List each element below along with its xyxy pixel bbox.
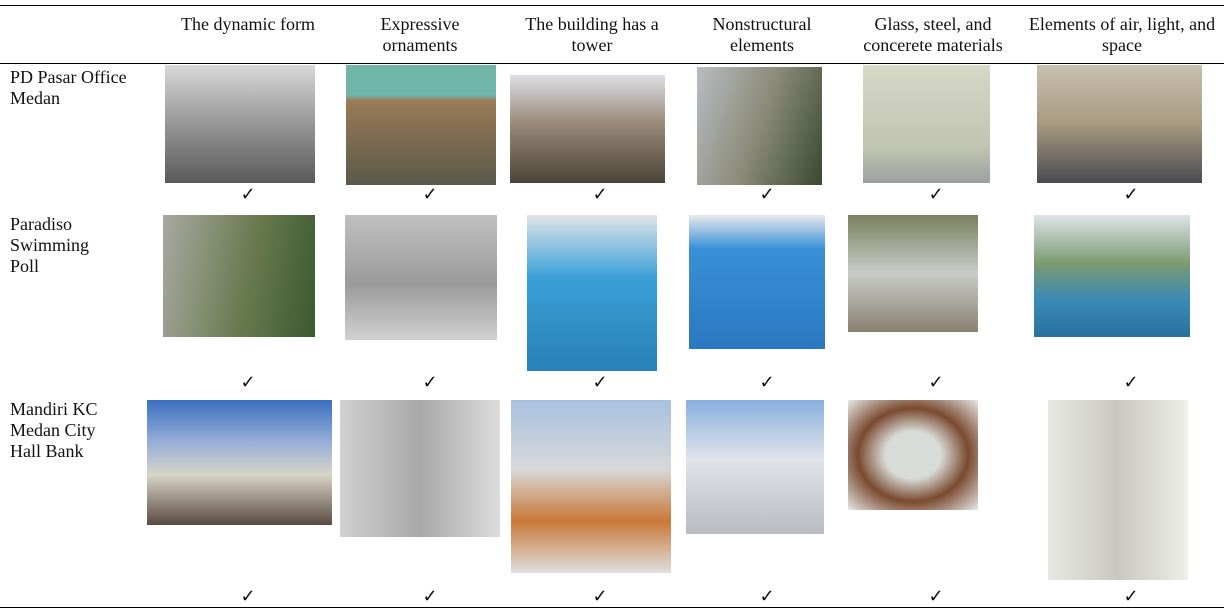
photo (697, 67, 822, 185)
check-mark: ✓ (759, 184, 775, 204)
check-mark: ✓ (240, 184, 256, 204)
column-header: The building has a tower (525, 14, 659, 55)
check-mark: ✓ (240, 372, 256, 392)
column-header: Nonstructural elements (712, 14, 812, 55)
row-label: PD Pasar Office Medan (10, 67, 127, 108)
photo (163, 215, 315, 337)
photo (511, 400, 671, 573)
check-mark: ✓ (422, 184, 438, 204)
photo (1048, 400, 1188, 580)
photo (848, 400, 978, 510)
check-mark: ✓ (928, 372, 944, 392)
check-mark: ✓ (1123, 586, 1139, 606)
check-mark: ✓ (592, 184, 608, 204)
bottom-rule (0, 607, 1224, 608)
check-mark: ✓ (422, 586, 438, 606)
row-label: Mandiri KC Medan City Hall Bank (10, 399, 98, 461)
check-mark: ✓ (1123, 372, 1139, 392)
top-rule (0, 5, 1224, 6)
column-header: Glass, steel, and concerete materials (863, 14, 1003, 55)
check-mark: ✓ (592, 586, 608, 606)
check-mark: ✓ (759, 372, 775, 392)
photo (686, 400, 824, 534)
photo (863, 65, 990, 183)
column-header: The dynamic form (181, 14, 315, 34)
photo (345, 215, 497, 340)
row-label: Paradiso Swimming Poll (10, 214, 90, 276)
check-mark: ✓ (422, 372, 438, 392)
photo (340, 400, 500, 537)
photo (510, 75, 665, 183)
header-rule (0, 63, 1224, 64)
photo (147, 400, 332, 525)
column-header: Elements of air, light, and space (1028, 14, 1216, 55)
column-header: Expressive ornaments (380, 14, 460, 55)
photo (346, 65, 496, 185)
check-mark: ✓ (928, 586, 944, 606)
check-mark: ✓ (928, 184, 944, 204)
check-mark: ✓ (592, 372, 608, 392)
check-mark: ✓ (240, 586, 256, 606)
photo (1034, 215, 1190, 337)
photo (848, 215, 978, 332)
photo (1037, 65, 1202, 183)
photo (689, 215, 825, 349)
photo (527, 215, 657, 371)
check-mark: ✓ (1123, 184, 1139, 204)
photo (165, 65, 315, 183)
check-mark: ✓ (759, 586, 775, 606)
